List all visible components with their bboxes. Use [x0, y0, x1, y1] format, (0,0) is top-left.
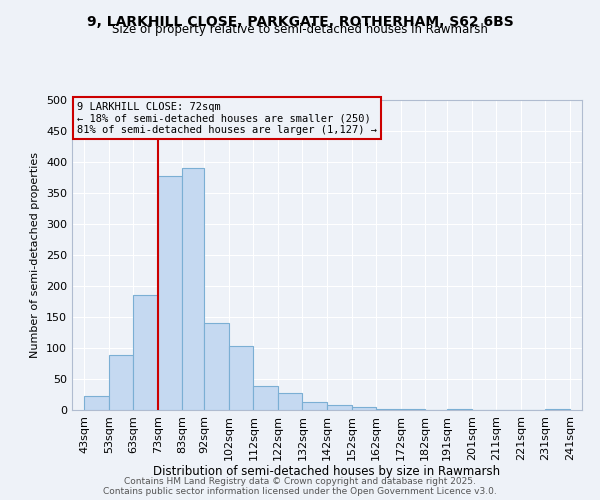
Bar	[84, 396, 109, 410]
Bar	[302, 402, 327, 410]
Y-axis label: Number of semi-detached properties: Number of semi-detached properties	[31, 152, 40, 358]
Bar	[327, 405, 352, 410]
Bar	[278, 394, 302, 410]
Text: Size of property relative to semi-detached houses in Rawmarsh: Size of property relative to semi-detach…	[112, 22, 488, 36]
Text: 9, LARKHILL CLOSE, PARKGATE, ROTHERHAM, S62 6BS: 9, LARKHILL CLOSE, PARKGATE, ROTHERHAM, …	[86, 15, 514, 29]
Bar	[205, 323, 229, 410]
Bar	[109, 356, 133, 410]
Bar	[133, 296, 158, 410]
Bar	[158, 176, 182, 410]
Bar	[229, 346, 253, 410]
Text: Contains HM Land Registry data © Crown copyright and database right 2025.: Contains HM Land Registry data © Crown c…	[124, 478, 476, 486]
X-axis label: Distribution of semi-detached houses by size in Rawmarsh: Distribution of semi-detached houses by …	[154, 466, 500, 478]
Bar	[447, 409, 472, 410]
Bar	[253, 386, 278, 410]
Bar	[401, 409, 425, 410]
Text: Contains public sector information licensed under the Open Government Licence v3: Contains public sector information licen…	[103, 488, 497, 496]
Bar	[182, 168, 205, 410]
Bar	[376, 409, 401, 410]
Bar	[352, 407, 376, 410]
Text: 9 LARKHILL CLOSE: 72sqm
← 18% of semi-detached houses are smaller (250)
81% of s: 9 LARKHILL CLOSE: 72sqm ← 18% of semi-de…	[77, 102, 377, 134]
